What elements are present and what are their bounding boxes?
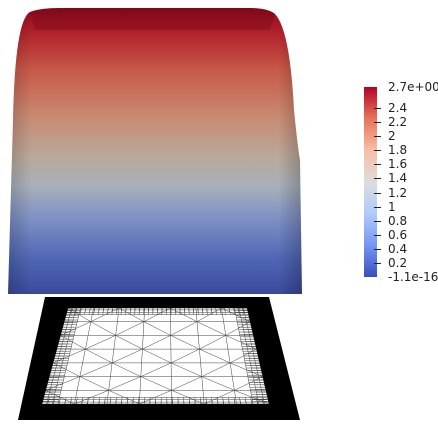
colorbar-tick-label: 0.4: [388, 243, 407, 255]
colorbar-tick-label: 1.6: [388, 158, 407, 170]
colorbar-max-label: 2.7e+00: [388, 81, 438, 93]
colorbar-tick: [374, 207, 381, 208]
colorbar-tick-label: 0.2: [388, 257, 407, 269]
colorbar-tick-label: 1: [388, 201, 396, 213]
colorbar-tick: [374, 150, 381, 151]
colorbar-tick: [374, 193, 381, 194]
colorbar-tick: [374, 164, 381, 165]
colorbar-tick-label: 2: [388, 130, 396, 142]
colorbar-tick-label: 1.8: [388, 144, 407, 156]
colorbar-tick: [374, 122, 381, 123]
surface-top-highlight: [30, 8, 275, 30]
colorbar-tick: [374, 178, 381, 179]
colorbar-tick: [374, 108, 381, 109]
colorbar-tick: [374, 263, 381, 264]
warped-surface: [8, 8, 302, 294]
colorbar-min-label: -1.1e-16: [388, 271, 438, 283]
colorbar-tick-label: 2.2: [388, 116, 407, 128]
colorbar-tick: [374, 221, 381, 222]
colorbar-tick-label: 0.8: [388, 215, 407, 227]
colorbar-tick: [374, 136, 381, 137]
colorbar-tick-label: 2.4: [388, 102, 407, 114]
colorbar-tick-label: 1.2: [388, 187, 407, 199]
colorbar-tick-label: 1.4: [388, 172, 407, 184]
mesh-plane: [18, 297, 300, 420]
colorbar-tick-label: 0.6: [388, 229, 407, 241]
colorbar-tick: [374, 249, 381, 250]
colorbar-tick: [374, 235, 381, 236]
